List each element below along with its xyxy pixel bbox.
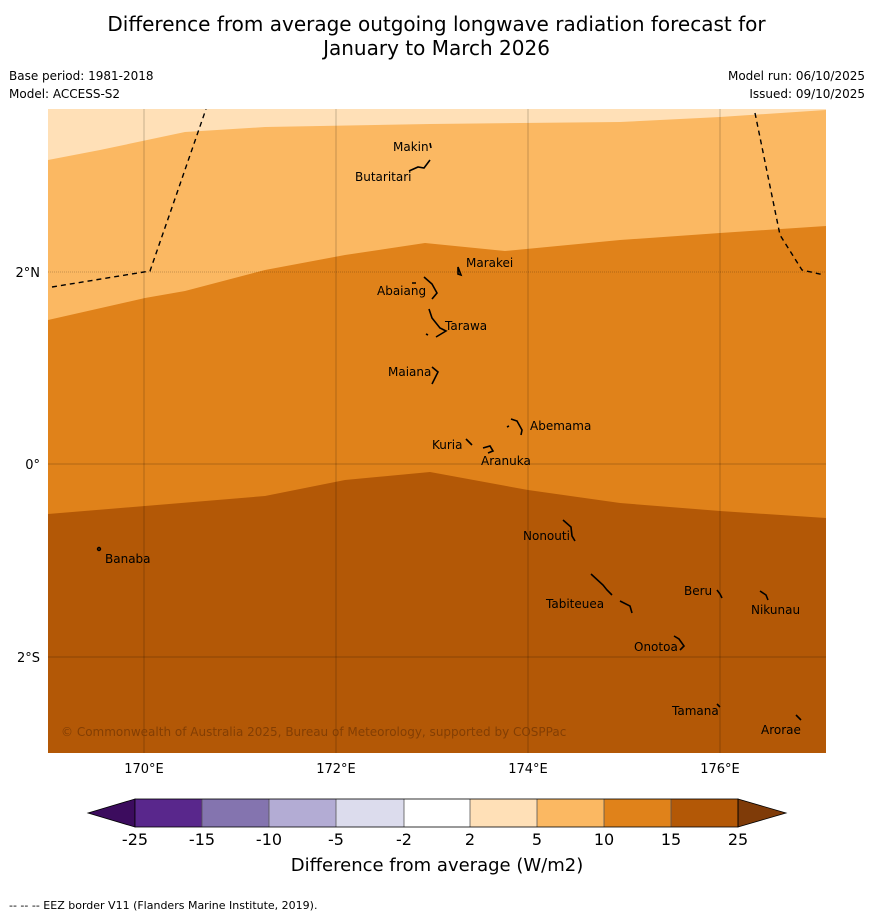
colorbar-tick-3: -10 [256, 830, 282, 849]
colorbar-tick-1: -25 [122, 830, 148, 849]
meta-right: Model run: 06/10/2025 Issued: 09/10/2025 [728, 67, 865, 103]
lon-label-172: 172°E [316, 762, 356, 777]
label-arorae: Arorae [761, 723, 801, 737]
island-nonouti [562, 519, 576, 542]
island-nikunau [759, 590, 769, 601]
label-nonouti: Nonouti [523, 529, 570, 543]
colorbar-seg-9 [671, 799, 738, 827]
island-tabiteuea [590, 573, 633, 614]
label-tabiteuea: Tabiteuea [545, 597, 604, 611]
island-banaba [96, 546, 102, 552]
label-tamana: Tamana [671, 704, 719, 718]
island-arorae [795, 714, 802, 721]
copyright-text: © Commonwealth of Australia 2025, Bureau… [61, 725, 566, 739]
model-name: Model: ACCESS-S2 [9, 87, 121, 101]
colorbar-title: Difference from average (W/m2) [291, 855, 583, 876]
island-kuria [465, 438, 473, 446]
island-maiana [431, 366, 439, 385]
label-abemama: Abemama [530, 419, 591, 433]
label-tarawa: Tarawa [444, 319, 487, 333]
lon-label-174: 174°E [508, 762, 548, 777]
title-line-2: January to March 2026 [323, 36, 550, 60]
colorbar-seg-1 [135, 799, 202, 827]
island-beru [716, 589, 723, 599]
islands [96, 142, 802, 721]
colorbar-tick-9: 15 [661, 830, 681, 849]
label-maiana: Maiana [388, 365, 431, 379]
colorbar-seg-6 [470, 799, 537, 827]
label-butaritari: Butaritari [355, 170, 412, 184]
island-butaritari [408, 159, 431, 172]
colorbar-tick-4: -5 [328, 830, 344, 849]
island-makin [429, 142, 432, 149]
colorbar-tick-7: 5 [532, 830, 542, 849]
island-marakei [457, 266, 463, 277]
island-aranuka [482, 445, 495, 454]
colorbar-tick-10: 25 [728, 830, 748, 849]
map-area: Makin Butaritari Marakei Abaiang Tarawa … [48, 109, 826, 753]
band-2-5 [48, 109, 826, 160]
colorbar-tick-2: -15 [189, 830, 215, 849]
eez-border [51, 109, 825, 288]
label-aranuka: Aranuka [481, 454, 531, 468]
model-run: Model run: 06/10/2025 [727, 69, 865, 83]
colorbar-seg-8 [604, 799, 671, 827]
lon-label-176: 176°E [700, 762, 740, 777]
lon-label-170: 170°E [124, 762, 164, 777]
colorbar-seg-5 [404, 799, 470, 827]
eez-footnote: -- -- -- EEZ border V11 (Flanders Marine… [9, 899, 318, 912]
eez-border-east [754, 112, 825, 276]
chart-title: Difference from average outgoing longwav… [0, 12, 873, 60]
colorbar-frame [134, 798, 739, 828]
colorbar-tick-6: 2 [465, 830, 475, 849]
colorbar-extend-high [737, 798, 788, 828]
lat-label-2s: 2°S [17, 651, 40, 666]
colorbar-seg-3 [269, 799, 336, 827]
label-makin: Makin [393, 140, 429, 154]
label-beru: Beru [684, 584, 712, 598]
label-abaiang: Abaiang [377, 284, 426, 298]
label-nikunau: Nikunau [751, 603, 800, 617]
island-abaiang [412, 276, 438, 300]
island-onotoa [673, 635, 686, 651]
colorbar-tick-8: 10 [594, 830, 614, 849]
lat-label-2n: 2°N [16, 266, 41, 281]
colorbar: -25 -15 -10 -5 -2 2 5 10 15 25 Differenc… [86, 798, 788, 876]
lat-label-0: 0° [25, 458, 40, 473]
label-kuria: Kuria [432, 438, 463, 452]
eez-border-west [51, 109, 207, 288]
label-onotoa: Onotoa [634, 640, 678, 654]
title-line-1: Difference from average outgoing longwav… [107, 12, 766, 36]
colorbar-dividers [201, 799, 672, 827]
meta-left: Base period: 1981-2018 Model: ACCESS-S2 [9, 67, 154, 103]
island-tamana [716, 703, 721, 708]
island-abemama [506, 418, 523, 436]
colorbar-extend-low [86, 798, 136, 828]
graticule [48, 109, 826, 753]
colorbar-seg-2 [202, 799, 269, 827]
issued-date: Issued: 09/10/2025 [749, 87, 865, 101]
island-tarawa [425, 308, 448, 338]
band-5-10 [48, 109, 826, 320]
colorbar-seg-4 [336, 799, 404, 827]
colorbar-tick-5: -2 [396, 830, 412, 849]
label-banaba: Banaba [105, 552, 151, 566]
label-marakei: Marakei [466, 256, 513, 270]
base-period: Base period: 1981-2018 [9, 69, 154, 83]
colorbar-seg-7 [537, 799, 604, 827]
